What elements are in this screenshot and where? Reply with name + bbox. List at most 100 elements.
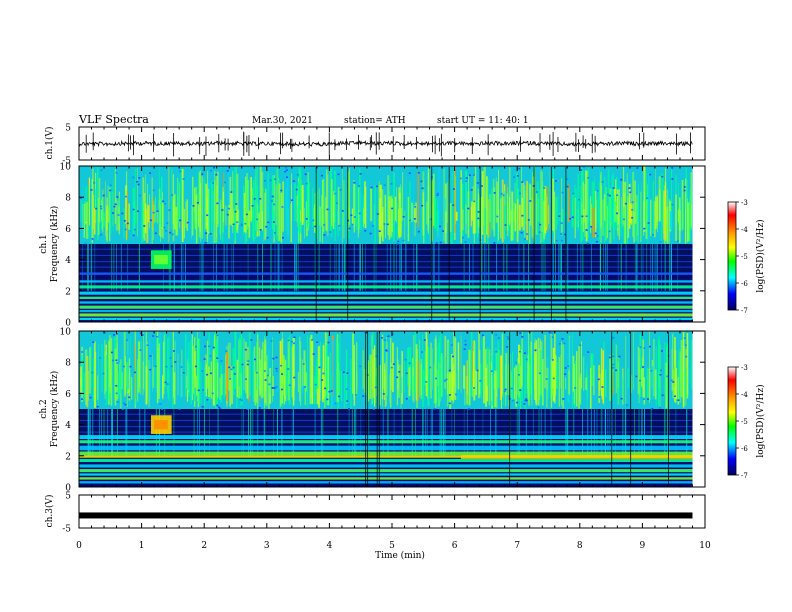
ch2-spectrogram-sferic — [356, 342, 358, 397]
ch2-spectrogram-speckle — [452, 355, 454, 358]
ch2-spectrogram-sferic — [544, 334, 546, 389]
ch1-spectrogram-sferic — [521, 197, 523, 227]
ch2-spectrogram-speckle — [384, 339, 387, 342]
ch1-spectrogram-sferic — [126, 171, 128, 241]
ch2-spectrogram-sferic — [578, 345, 580, 409]
ch1-spectrogram-speckle — [612, 187, 615, 189]
ch1-spectrogram-speckle — [560, 233, 562, 235]
ch2-spectrogram-sferic — [137, 359, 139, 402]
ch1-spectrogram-streak — [606, 244, 608, 291]
ch1-spectrogram-sferic — [299, 210, 301, 222]
ch1-spectrogram-sferic — [398, 201, 401, 233]
ch2-spectrogram-speckle — [287, 368, 290, 370]
ch2-spectrogram-streak — [650, 409, 652, 456]
ch2-spectrogram-sferic — [262, 341, 264, 398]
ch1-spectrogram-sferic — [649, 173, 650, 239]
ch2-spectrogram-sferic — [140, 339, 142, 393]
ch2-spectrogram-speckle — [266, 374, 269, 377]
ch1-spectrogram-sferic — [623, 207, 625, 244]
ch1-spectrogram-speckle — [616, 212, 619, 215]
ch2-spectrogram-sferic — [518, 363, 520, 407]
ch2-spectrogram-streak — [293, 409, 294, 456]
ch1-spectrogram-speckle — [439, 241, 442, 244]
ch2-spectrogram-sferic — [691, 340, 693, 389]
ch1-spectrogram-dropout — [479, 167, 481, 321]
ch2-spectrogram-streak — [573, 409, 575, 456]
ch2-spectrogram-speckle — [302, 363, 305, 365]
ch1-spectrogram-streak — [223, 244, 225, 291]
ch1-spectrogram-sferic — [95, 199, 96, 234]
ch1-spectrogram-sferic — [349, 168, 350, 225]
ch1-spectrogram-sferic — [584, 184, 586, 237]
ch2-spectrogram-speckle — [287, 339, 290, 342]
ch2-spectrogram-streak — [565, 409, 567, 456]
ch2-spectrogram-sferic — [604, 369, 607, 398]
ch2-spectrogram-sferic — [292, 355, 295, 406]
ch1-spectrogram-sferic — [609, 188, 612, 244]
ch1-spectrogram-sferic — [86, 201, 88, 239]
ch2-spectrogram-speckle — [548, 331, 551, 334]
ch1-spectrogram-sferic — [666, 209, 668, 241]
ch2-spectrogram-sferic — [252, 350, 255, 400]
ch1-spectrogram-sferic — [204, 178, 205, 233]
ch2-spectrogram-speckle — [96, 405, 99, 408]
ch2-spectrogram-streak — [634, 409, 635, 456]
ch2-spectrogram-sferic — [520, 365, 522, 389]
ch2-spectrogram-sferic — [280, 377, 282, 407]
ch2-spectrogram-sferic — [97, 375, 99, 400]
ch2-spectrogram-speckle — [348, 408, 350, 410]
ch2-spectrogram-dropout — [611, 332, 613, 486]
ch1-spectrogram-streak — [664, 244, 666, 291]
ch2-spectrogram-speckle — [537, 406, 540, 409]
ch2-spectrogram-sferic — [186, 336, 189, 390]
ch1-spectrogram-ytick-label: 0 — [65, 319, 71, 329]
ch2-spectrogram-speckle — [538, 372, 541, 375]
ch1-spectrogram-sferic — [173, 194, 176, 230]
ch1-spectrogram-speckle — [504, 224, 507, 226]
ch1-spectrogram-streak — [523, 244, 525, 291]
ch1-spectrogram-sferic — [273, 175, 275, 243]
ch2-spectrogram-speckle — [346, 372, 349, 374]
ch2-spectrogram-speckle — [149, 355, 152, 357]
ch1-spectrogram-speckle — [136, 210, 139, 213]
ch2-spectrogram-speckle — [206, 373, 209, 376]
ch2-spectrogram-speckle — [247, 360, 250, 362]
ch2-spectrogram-speckle — [525, 399, 528, 402]
ch1-spectrogram-speckle — [137, 183, 140, 186]
ch1-spectrogram-speckle — [408, 172, 411, 174]
ch1-spectrogram-speckle — [136, 180, 139, 183]
ch1-spectrogram-speckle — [358, 185, 360, 187]
ch1-spectrogram-streak — [270, 244, 272, 291]
ch2-spectrogram-stripe — [79, 458, 693, 463]
ch2-spectrogram-sferic — [474, 342, 476, 400]
ch1-spectrogram-sferic — [181, 168, 184, 242]
ch1-spectrogram-sferic — [413, 205, 415, 222]
ch1-spectrogram-streak — [181, 244, 182, 291]
ch2-spectrogram-sferic — [609, 355, 611, 401]
ch2-spectrogram-sferic — [104, 339, 106, 395]
ch1-spectrogram-sferic — [484, 166, 486, 243]
ch2-spectrogram-streak — [101, 409, 102, 456]
ch1-spectrogram-speckle — [149, 172, 152, 174]
ch1-spectrogram-sferic — [545, 195, 547, 228]
ch2-spectrogram-sferic — [109, 335, 111, 388]
ch1-spectrogram-sferic — [665, 196, 667, 225]
ch1-spectrogram-sferic — [465, 204, 467, 234]
ch1-spectrogram-speckle — [274, 232, 276, 234]
ch2-spectrogram-streak — [88, 409, 89, 456]
ch2-spectrogram-streak — [264, 409, 266, 456]
ch2-spectrogram-sferic — [144, 342, 146, 389]
ch1-spectrogram-sferic — [212, 180, 214, 223]
ch2-spectrogram-sferic — [490, 362, 492, 401]
ch2-spectrogram-sferic — [194, 351, 196, 388]
ch1-spectrogram-speckle — [596, 235, 599, 237]
ch2-spectrogram-streak — [193, 409, 195, 456]
ch1-spectrogram-sferic — [574, 197, 576, 239]
ch1-spectrogram-sferic — [234, 177, 236, 236]
ch2-spectrogram-speckle — [612, 366, 615, 369]
ch2-spectrogram-speckle — [272, 357, 275, 360]
ch1-spectrogram-speckle — [290, 199, 293, 202]
x-tick-label: 0 — [76, 541, 82, 551]
ch2-spectrogram-sferic — [184, 334, 187, 397]
ch1-spectrogram-speckle — [196, 201, 199, 204]
